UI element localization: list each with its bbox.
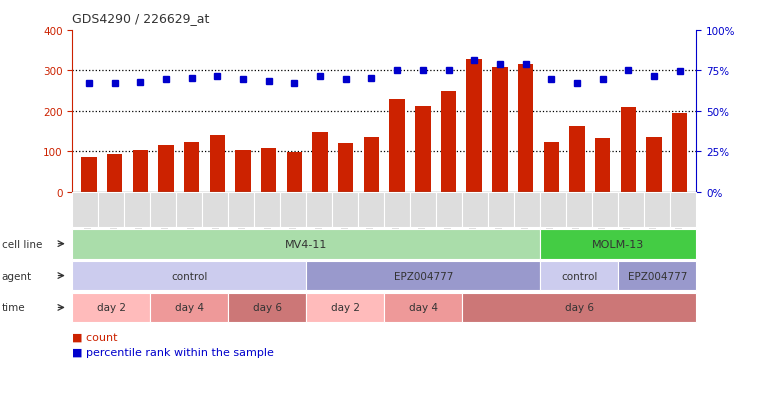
Bar xyxy=(646,138,661,192)
Bar xyxy=(620,107,636,192)
Bar xyxy=(364,138,379,192)
Text: ■ count: ■ count xyxy=(72,332,118,342)
Bar xyxy=(261,149,276,192)
Text: day 4: day 4 xyxy=(409,303,438,313)
Bar xyxy=(672,114,687,192)
Bar xyxy=(595,139,610,192)
Bar xyxy=(517,65,533,192)
Bar xyxy=(287,153,302,192)
Text: day 4: day 4 xyxy=(175,303,204,313)
Text: EPZ004777: EPZ004777 xyxy=(393,271,453,281)
Bar xyxy=(390,100,405,192)
Bar xyxy=(184,143,199,192)
Text: GDS4290 / 226629_at: GDS4290 / 226629_at xyxy=(72,12,210,25)
Text: control: control xyxy=(171,271,208,281)
Bar xyxy=(107,155,123,192)
Text: control: control xyxy=(561,271,597,281)
Text: day 2: day 2 xyxy=(331,303,360,313)
Text: agent: agent xyxy=(2,271,32,281)
Bar xyxy=(543,143,559,192)
Text: EPZ004777: EPZ004777 xyxy=(628,271,687,281)
Bar xyxy=(81,158,97,192)
Bar xyxy=(338,144,354,192)
Bar xyxy=(569,127,584,192)
Text: day 6: day 6 xyxy=(253,303,282,313)
Bar xyxy=(235,151,251,192)
Text: time: time xyxy=(2,303,25,313)
Text: day 6: day 6 xyxy=(565,303,594,313)
Bar xyxy=(158,146,174,192)
Bar xyxy=(313,133,328,192)
Text: cell line: cell line xyxy=(2,239,42,249)
Bar xyxy=(132,151,148,192)
Bar xyxy=(466,60,482,192)
Bar xyxy=(415,107,431,192)
Bar xyxy=(210,135,225,192)
Text: MOLM-13: MOLM-13 xyxy=(592,239,645,249)
Text: day 2: day 2 xyxy=(97,303,126,313)
Text: ■ percentile rank within the sample: ■ percentile rank within the sample xyxy=(72,347,274,357)
Bar xyxy=(441,91,456,192)
Bar xyxy=(492,68,508,192)
Text: MV4-11: MV4-11 xyxy=(285,239,327,249)
